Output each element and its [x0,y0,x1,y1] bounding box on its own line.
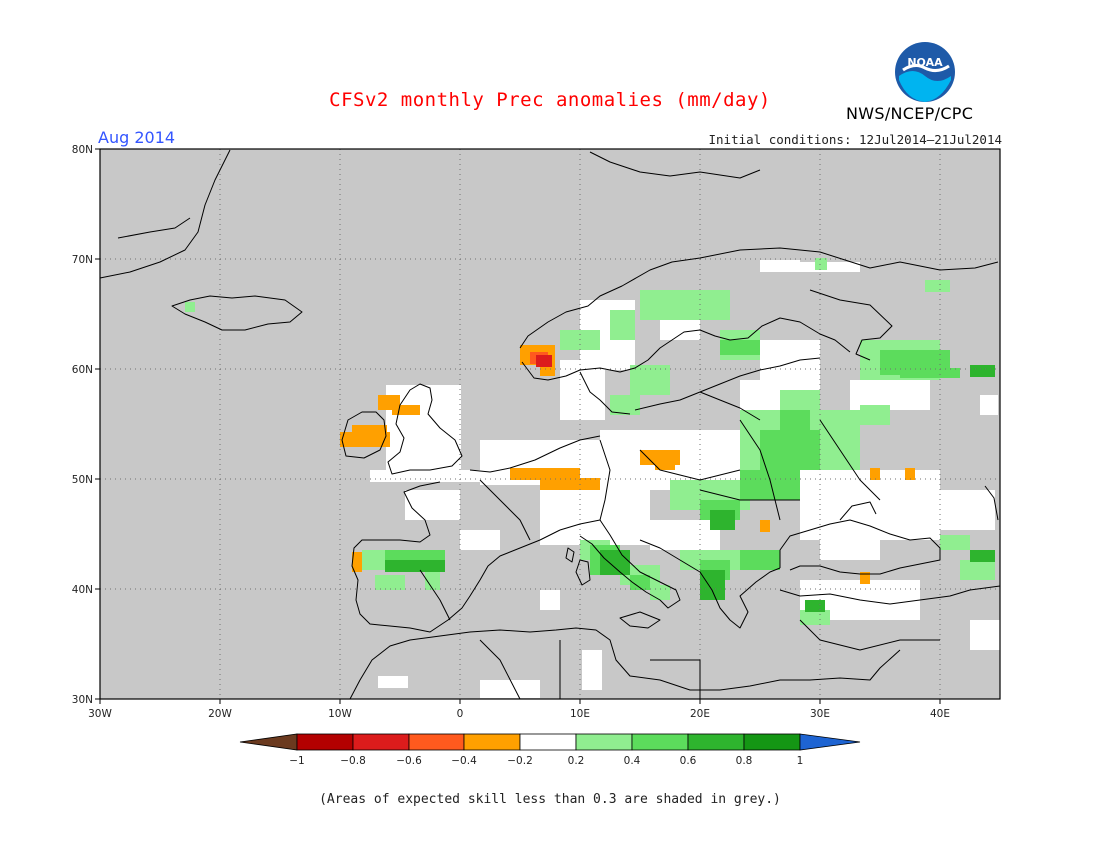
legend-tick: 0.4 [624,755,641,767]
lon-label: 20W [208,708,232,720]
coastlines [99,149,1001,700]
graticule [100,149,1000,699]
organization-label: NWS/NCEP/CPC [846,104,974,123]
legend-swatch [687,733,745,751]
legend-arrow-right [799,733,861,751]
legend-swatch [519,733,577,751]
legend-swatch [631,733,689,751]
lon-label: 30W [88,708,112,720]
legend-tick: −0.6 [396,755,422,767]
lat-label: 60N [72,364,93,376]
lon-label: 0 [457,708,464,720]
skill-footnote: (Areas of expected skill less than 0.3 a… [319,792,781,807]
legend-tick: −0.2 [507,755,533,767]
legend-tick: 0.8 [736,755,753,767]
longitude-labels: 30W 20W 10W 0 10E 20E 30E 40E [88,708,950,720]
forecast-month: Aug 2014 [98,128,176,147]
color-legend [239,733,861,751]
legend-swatch [575,733,633,751]
legend-arrow-left [239,733,298,751]
legend-tick: −0.8 [340,755,366,767]
legend-tick-labels: −1 −0.8 −0.6 −0.4 −0.2 0.2 0.4 0.6 0.8 1 [289,755,803,767]
lat-label: 30N [72,694,93,706]
lat-label: 40N [72,584,93,596]
legend-swatch [352,733,410,751]
legend-tick: −1 [289,755,304,767]
lon-label: 10E [570,708,590,720]
legend-swatch [408,733,465,751]
legend-tick: 1 [797,755,804,767]
legend-tick: −0.4 [451,755,477,767]
map-frame [99,148,1001,700]
lon-label: 40E [930,708,950,720]
initial-conditions: Initial conditions: 12Jul2014–21Jul2014 [708,132,1003,147]
page-title: CFSv2 monthly Prec anomalies (mm/day) [329,89,771,111]
lon-label: 20E [690,708,710,720]
noaa-logo-icon: NOAA [895,42,955,102]
legend-swatch [743,733,801,751]
axis-ticks [95,148,941,704]
lon-label: 10W [328,708,352,720]
lon-label: 30E [810,708,830,720]
lat-label: 80N [72,144,93,156]
lat-label: 50N [72,474,93,486]
legend-swatch [463,733,521,751]
anomaly-patches [185,258,1000,698]
legend-tick: 0.6 [680,755,697,767]
legend-tick: 0.2 [568,755,585,767]
lat-label: 70N [72,254,93,266]
latitude-labels: 80N 70N 60N 50N 40N 30N [72,144,93,706]
legend-swatch [296,733,354,751]
logo-text: NOAA [907,56,943,69]
